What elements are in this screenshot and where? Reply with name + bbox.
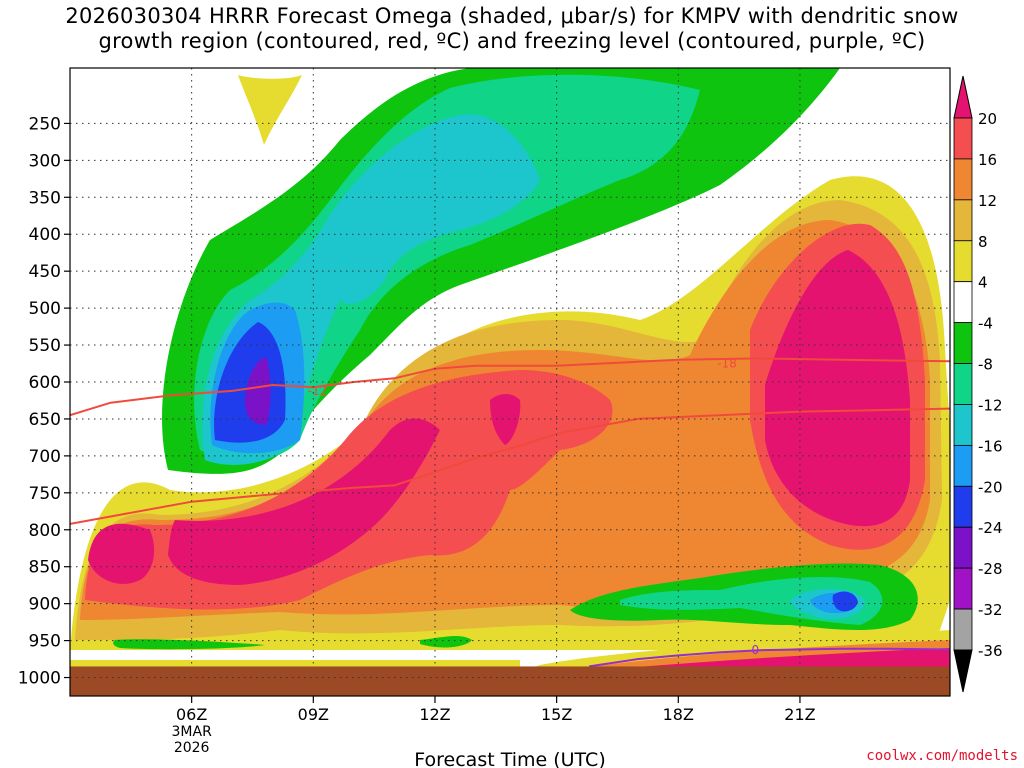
colorbar-segment-6 — [953, 363, 973, 405]
x-tick-label-06Z: 06Z — [176, 705, 207, 724]
colorbar-label-8: -16 — [978, 437, 1003, 455]
y-tick-label-850: 850 — [29, 558, 61, 578]
y-tick-label-600: 600 — [29, 373, 61, 393]
contour-label-2: 0 — [752, 643, 760, 657]
omega-lowlevel-minus20 — [832, 591, 858, 612]
colorbar-label-2: 12 — [978, 192, 997, 210]
chart-title: 2026030304 HRRR Forecast Omega (shaded, … — [0, 4, 1024, 54]
y-tick-label-300: 300 — [29, 151, 61, 171]
colorbar-label-13: -36 — [978, 642, 1003, 660]
colorbar-label-9: -20 — [978, 478, 1003, 496]
contour-layer: -18 -12 0 — [70, 357, 950, 668]
colorbar-segment-1 — [953, 158, 973, 201]
x-tick-sublabel-year: 2026 — [174, 740, 210, 756]
grid-layer — [70, 68, 950, 679]
x-tick-label-21Z: 21Z — [784, 705, 815, 724]
y-tick-label-500: 500 — [29, 299, 61, 319]
colorbar-segment-12 — [953, 608, 973, 651]
colorbar-label-7: -12 — [978, 396, 1003, 414]
colorbar-segment-3 — [953, 240, 973, 283]
x-tick-label-09Z: 09Z — [298, 705, 329, 724]
contour-label-1: -12 — [308, 384, 328, 398]
omega-band-minus24 — [245, 357, 271, 425]
omega-upper-yellow — [238, 75, 302, 145]
y-tick-label-950: 950 — [29, 632, 61, 652]
colorbar-label-1: 16 — [978, 151, 997, 169]
colorbar: 20 16 12 8 4 -4 -8 -12 -16 -20 -24 -28 -32 -36 — [953, 75, 1003, 693]
y-tick-label-700: 700 — [29, 447, 61, 467]
y-tick-label-650: 650 — [29, 410, 61, 430]
x-tick-label-12Z: 12Z — [419, 705, 450, 724]
omega-shading: -18 -12 0 — [70, 68, 950, 696]
colorbar-segment-7 — [953, 404, 973, 446]
colorbar-top-triangle — [953, 75, 973, 119]
y-tick-label-900: 900 — [29, 595, 61, 615]
ground-fill — [70, 666, 950, 696]
contour-freezing-level — [588, 647, 950, 668]
y-tick-label-800: 800 — [29, 521, 61, 541]
x-tick-sublabel-date: 3MAR — [172, 724, 213, 740]
colorbar-label-3: 8 — [978, 233, 988, 251]
omega-near-surface-green2 — [420, 635, 472, 648]
colorbar-label-10: -24 — [978, 519, 1003, 537]
y-tick-label-400: 400 — [29, 225, 61, 245]
y-tick-label-350: 350 — [29, 188, 61, 208]
colorbar-bottom-triangle — [953, 649, 973, 693]
omega-near-surface-green — [113, 639, 265, 650]
omega-band-plus20 — [88, 250, 910, 585]
x-tick-label-18Z: 18Z — [663, 705, 694, 724]
y-axis: 250 300 350 400 450 500 550 600 650 700 750 800 850 9… — [18, 114, 70, 689]
colorbar-segment-4 — [953, 281, 973, 324]
colorbar-segment-8 — [953, 444, 973, 487]
chart-title-line2: growth region (contoured, red, ºC) and f… — [98, 29, 926, 53]
y-tick-label-1000: 1000 — [18, 669, 61, 689]
y-tick-label-750: 750 — [29, 484, 61, 504]
omega-near-surface-pink — [600, 648, 950, 672]
colorbar-segment-5 — [953, 322, 973, 364]
omega-band-minus8 — [194, 74, 701, 462]
colorbar-label-12: -32 — [978, 601, 1003, 619]
colorbar-label-5: -4 — [978, 315, 993, 333]
ground-layer — [70, 666, 950, 696]
y-tick-label-550: 550 — [29, 336, 61, 356]
colorbar-label-6: -8 — [978, 356, 993, 374]
y-tick-label-450: 450 — [29, 262, 61, 282]
credit-text: coolwx.com/modelts — [866, 748, 1018, 764]
colorbar-label-11: -28 — [978, 560, 1003, 578]
colorbar-segment-0 — [953, 117, 973, 160]
y-tick-label-250: 250 — [29, 114, 61, 134]
contour-label-0: -18 — [717, 357, 737, 371]
colorbar-label-0: 20 — [978, 110, 997, 128]
colorbar-segment-11 — [953, 567, 973, 610]
colorbar-segment-10 — [953, 526, 973, 569]
chart-title-line1: 2026030304 HRRR Forecast Omega (shaded, … — [65, 4, 959, 28]
contour-dendritic-upper — [70, 357, 950, 417]
contour-dendritic-lower — [70, 407, 950, 525]
colorbar-label-4: 4 — [978, 274, 988, 292]
x-tick-label-15Z: 15Z — [541, 705, 572, 724]
colorbar-segment-2 — [953, 199, 973, 242]
x-axis-label: Forecast Time (UTC) — [414, 749, 605, 768]
colorbar-segment-9 — [953, 485, 973, 528]
